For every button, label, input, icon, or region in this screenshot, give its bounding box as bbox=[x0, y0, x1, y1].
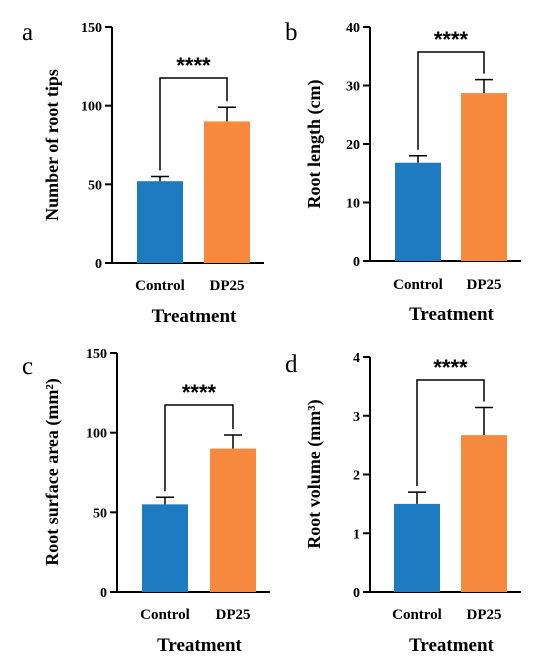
y-tick-label: 50 bbox=[88, 178, 102, 193]
panel-label: c bbox=[22, 353, 33, 380]
chart-panel-d: d 0 1 2 3 4 Control DP25 **** Treatment Root volum… bbox=[285, 351, 521, 656]
significance-bracket bbox=[417, 51, 485, 150]
y-tick-label: 1 bbox=[353, 527, 360, 542]
chart-panel-c: c 0 50 100 150 Control DP25 **** Treatment Root s… bbox=[22, 347, 270, 656]
x-tick-label: Control bbox=[135, 278, 185, 294]
chart-panel-b: b 0 10 20 30 40 Control DP25 **** Treatment Root l… bbox=[285, 19, 521, 325]
x-tick-label: Control bbox=[140, 607, 190, 623]
x-tick-label: Control bbox=[393, 277, 443, 293]
y-tick-label: 3 bbox=[353, 410, 360, 425]
bar-control bbox=[394, 503, 440, 592]
y-axis-label: Number of root tips bbox=[42, 69, 62, 221]
chart-panel-a: a 0 50 100 150 Control DP25 **** Treatment Number… bbox=[22, 19, 264, 327]
y-tick-label: 150 bbox=[86, 347, 107, 362]
y-tick-label: 100 bbox=[86, 427, 107, 442]
bar-control bbox=[142, 504, 188, 592]
x-tick-label: DP25 bbox=[467, 277, 502, 293]
significance-label: **** bbox=[182, 380, 217, 405]
significance-label: **** bbox=[176, 53, 211, 78]
bar-dp25 bbox=[461, 435, 507, 592]
bar-control bbox=[137, 181, 183, 263]
y-tick-label: 40 bbox=[346, 21, 360, 36]
significance-bracket bbox=[159, 77, 228, 171]
bar-control bbox=[395, 162, 441, 261]
y-tick-label: 100 bbox=[81, 100, 102, 115]
panel-label: b bbox=[285, 19, 298, 46]
significance-label: **** bbox=[434, 27, 469, 52]
y-tick-label: 0 bbox=[353, 586, 360, 601]
x-axis-label: Treatment bbox=[157, 635, 242, 656]
bar-dp25 bbox=[210, 448, 256, 592]
y-tick-label: 2 bbox=[353, 469, 360, 484]
significance-bracket bbox=[416, 379, 485, 487]
y-tick-label: 0 bbox=[100, 586, 107, 601]
x-tick-label: DP25 bbox=[467, 607, 502, 623]
significance-label: **** bbox=[433, 355, 468, 380]
y-tick-label: 20 bbox=[346, 138, 360, 153]
y-tick-label: 0 bbox=[353, 255, 360, 270]
x-tick-label: Control bbox=[392, 607, 442, 623]
x-axis-label: Treatment bbox=[152, 306, 237, 327]
y-tick-label: 4 bbox=[353, 351, 360, 366]
y-axis-label: Root length (cm) bbox=[304, 80, 325, 209]
bar-dp25 bbox=[461, 93, 507, 261]
y-tick-label: 30 bbox=[346, 80, 360, 95]
x-tick-label: DP25 bbox=[210, 278, 245, 294]
y-tick-label: 0 bbox=[95, 257, 102, 272]
y-axis-label: Root surface area (mm²) bbox=[42, 378, 63, 566]
x-axis-label: Treatment bbox=[409, 304, 494, 325]
x-axis-label: Treatment bbox=[409, 635, 494, 656]
y-tick-label: 50 bbox=[93, 506, 107, 521]
y-tick-label: 10 bbox=[346, 197, 360, 212]
x-tick-label: DP25 bbox=[216, 607, 251, 623]
panel-label: d bbox=[285, 351, 298, 378]
y-axis-label: Root volume (mm³) bbox=[304, 399, 325, 548]
panel-label: a bbox=[22, 19, 33, 46]
significance-bracket bbox=[164, 404, 234, 492]
y-tick-label: 150 bbox=[81, 21, 102, 36]
bar-dp25 bbox=[204, 121, 250, 264]
